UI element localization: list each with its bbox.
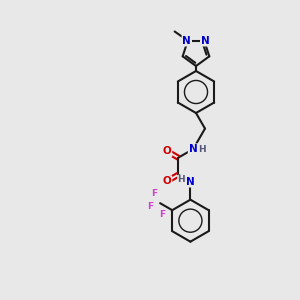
Text: O: O (163, 146, 171, 156)
Text: H: H (178, 175, 185, 184)
Text: N: N (201, 36, 210, 46)
Text: N: N (186, 177, 195, 187)
Text: N: N (189, 144, 197, 154)
Text: F: F (152, 189, 158, 198)
Text: O: O (163, 176, 171, 186)
Text: H: H (198, 145, 206, 154)
Text: N: N (182, 36, 191, 46)
Text: F: F (159, 209, 165, 218)
Text: F: F (147, 202, 153, 211)
